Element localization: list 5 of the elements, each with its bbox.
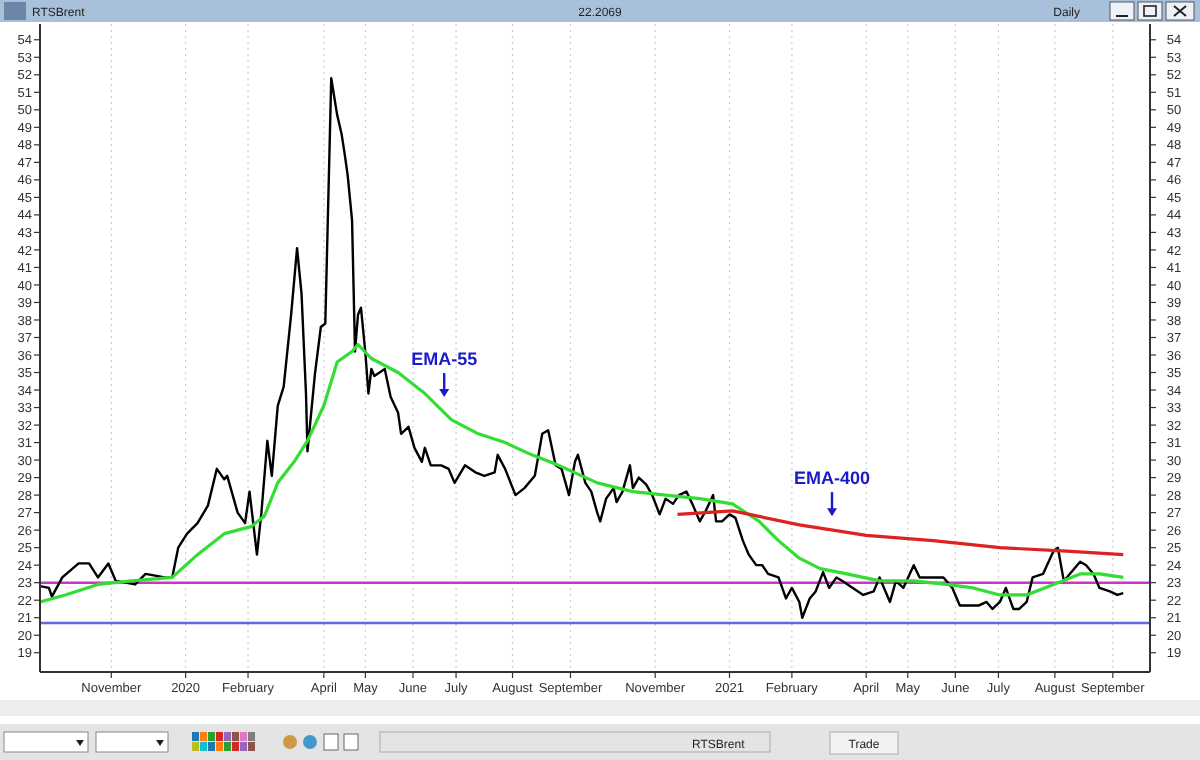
- line-series: [675, 509, 1125, 557]
- line-series: [38, 77, 1125, 619]
- annotation: EMA-55: [411, 349, 478, 370]
- annotation: EMA-400: [793, 468, 871, 489]
- line-series: [38, 342, 1125, 604]
